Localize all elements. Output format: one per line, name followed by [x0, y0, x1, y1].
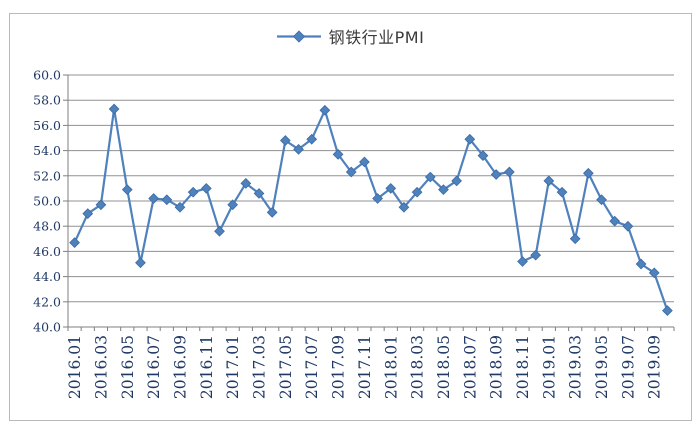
data-point-marker [95, 199, 107, 211]
x-tick-label: 2017.07 [303, 335, 321, 399]
data-point-marker [345, 166, 357, 178]
data-point-marker [385, 183, 397, 194]
data-point-marker [411, 186, 423, 198]
data-point-marker [543, 175, 555, 187]
x-tick-label: 2017.03 [251, 335, 269, 399]
y-tick-label: 52.0 [33, 168, 61, 183]
x-tick-label: 2018.01 [382, 335, 400, 399]
data-point-marker [332, 149, 344, 160]
data-point-marker [306, 133, 318, 145]
x-tick-label: 2019.09 [646, 335, 664, 399]
x-tick-label: 2019.01 [540, 335, 558, 399]
data-point-marker [662, 305, 673, 316]
x-tick-label: 2016.03 [92, 335, 110, 399]
x-tick-label: 2017.01 [224, 335, 242, 399]
legend-line-marker-icon [276, 29, 321, 43]
data-point-marker [121, 184, 133, 196]
y-tick-label: 58.0 [33, 93, 61, 108]
x-tick-label: 2017.11 [356, 335, 374, 399]
data-point-marker [174, 201, 186, 213]
y-tick-label: 56.0 [33, 118, 61, 133]
data-point-marker [135, 257, 146, 269]
y-tick-label: 54.0 [33, 143, 61, 158]
data-point-marker [596, 194, 607, 206]
x-tick-label: 2018.11 [514, 335, 532, 399]
data-point-marker [293, 143, 304, 155]
data-point-marker [583, 167, 594, 179]
data-point-marker [148, 193, 159, 204]
legend-label: 钢铁行业PMI [328, 28, 425, 47]
data-point-marker [372, 193, 383, 204]
y-tick-label: 42.0 [33, 294, 61, 309]
data-point-marker [240, 177, 252, 189]
x-tick-label: 2016.09 [171, 335, 189, 399]
data-point-marker [227, 199, 239, 211]
data-point-marker [503, 166, 515, 178]
y-tick-label: 44.0 [33, 269, 61, 284]
data-point-marker [517, 256, 528, 267]
series-line [73, 107, 669, 312]
x-tick-label: 2016.01 [66, 335, 84, 399]
data-point-marker [530, 249, 542, 261]
data-point-marker [108, 103, 120, 115]
data-point-marker [253, 188, 265, 199]
data-point-marker [359, 156, 370, 168]
x-tick-label: 2016.05 [119, 335, 137, 399]
y-tick-label: 50.0 [33, 194, 61, 209]
x-tick-label: 2017.05 [277, 335, 295, 399]
data-point-marker [266, 206, 278, 218]
data-point-marker [477, 150, 489, 162]
x-tick-label: 2018.05 [435, 335, 453, 399]
legend: 钢铁行业PMI [0, 24, 700, 48]
x-tick-label: 2018.07 [461, 335, 479, 399]
data-point-marker [648, 267, 660, 279]
data-point-marker [609, 215, 621, 227]
data-point-marker [451, 175, 462, 187]
y-tick-label: 48.0 [33, 219, 61, 234]
data-point-marker [214, 225, 225, 237]
data-point-marker [424, 171, 436, 183]
data-point-marker [161, 194, 173, 206]
x-tick-label: 2019.03 [567, 335, 585, 399]
data-point-marker [200, 183, 212, 194]
x-tick-label: 2018.03 [409, 335, 427, 399]
data-point-marker [187, 186, 199, 198]
data-point-marker [280, 135, 291, 146]
x-tick-label: 2018.09 [488, 335, 506, 399]
x-tick-label: 2019.07 [619, 335, 637, 399]
x-tick-label: 2017.09 [330, 335, 348, 399]
data-point-marker [82, 208, 94, 219]
y-tick-label: 60.0 [33, 68, 61, 83]
data-point-marker [569, 233, 581, 245]
data-point-marker [438, 184, 449, 196]
y-tick-label: 40.0 [33, 320, 61, 335]
data-point-marker [622, 220, 634, 232]
y-tick-label: 46.0 [33, 244, 61, 259]
data-point-marker [398, 201, 410, 213]
data-point-marker [69, 237, 80, 248]
x-tick-label: 2016.07 [145, 335, 163, 399]
x-tick-label: 2019.05 [593, 335, 611, 399]
x-tick-label: 2016.11 [198, 335, 216, 399]
data-point-marker [556, 186, 568, 198]
data-point-marker [319, 104, 331, 116]
data-point-marker [635, 258, 647, 270]
data-point-marker [464, 133, 476, 145]
data-point-marker [490, 169, 502, 180]
